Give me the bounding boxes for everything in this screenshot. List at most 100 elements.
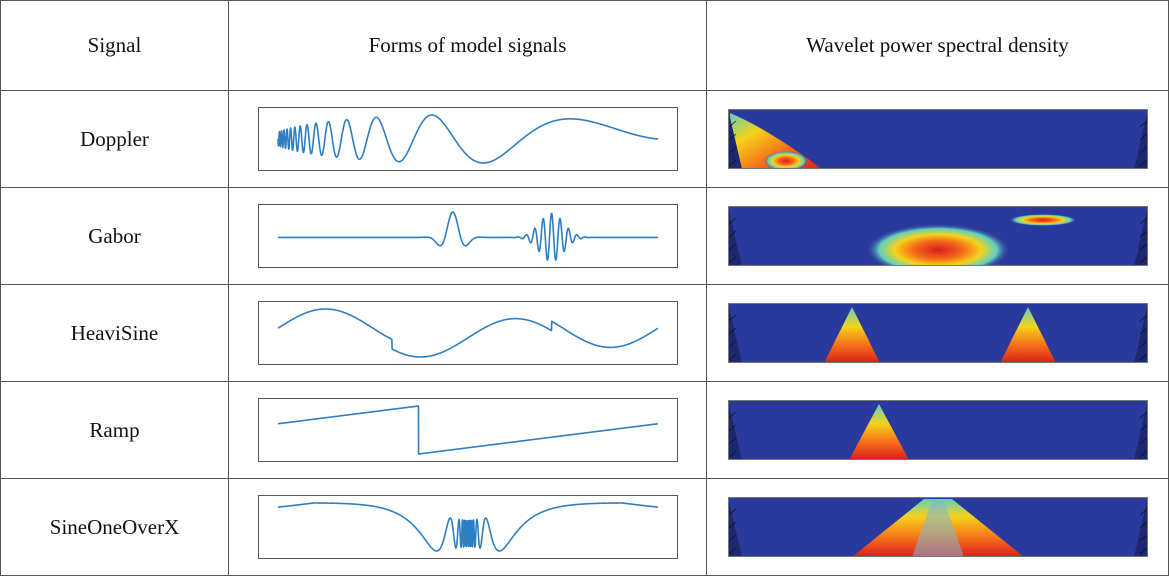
hatch-mark: [1139, 508, 1147, 516]
waveform-frame: [257, 204, 678, 268]
hatch-mark: [1139, 120, 1147, 128]
hatch-mark: [1139, 411, 1147, 419]
waveform-gabor: [257, 204, 678, 268]
hatch-mark: [1139, 146, 1147, 154]
spectrum-frame: [727, 303, 1148, 363]
signal-name: Ramp: [0, 381, 229, 479]
waveform-frame: [257, 107, 678, 171]
hatch-mark: [1139, 230, 1147, 238]
energy-peak: [763, 151, 808, 169]
hatch-mark: [728, 437, 736, 445]
waveform-cell: [228, 381, 707, 479]
hatch-mark: [728, 411, 736, 419]
hatch-mark: [1139, 521, 1147, 529]
waveform-ramp: [257, 398, 678, 462]
spectrum-frame: [727, 109, 1148, 169]
hatch-mark: [1139, 327, 1147, 335]
signal-name: SineOneOverX: [0, 478, 229, 576]
hatch-mark: [1139, 534, 1147, 542]
hatch-mark: [728, 256, 736, 264]
hatch-mark: [728, 508, 736, 516]
waveform-heavisine: [257, 301, 678, 365]
signal-line: [276, 405, 659, 455]
signal-line: [276, 502, 659, 552]
hatch-mark: [728, 120, 736, 128]
cone-of-influence-left: [727, 109, 742, 169]
discontinuity-cone-2: [999, 307, 1056, 363]
hatch-mark: [728, 450, 736, 458]
waveform-cell: [228, 187, 707, 285]
header-row: Signal Forms of model signals Wavelet po…: [0, 0, 1169, 91]
energy-peak-low-frequency: [865, 224, 1010, 266]
spectrum-frame: [727, 206, 1148, 266]
cone-of-influence-left: [727, 206, 742, 266]
hatch-mark: [728, 424, 736, 432]
spectrum-cell: [706, 90, 1169, 188]
spectrum-ramp: [727, 400, 1148, 460]
hatch-mark: [728, 230, 736, 238]
hatch-mark: [1139, 424, 1147, 432]
header-spectral: Wavelet power spectral density: [706, 0, 1169, 91]
table-row: SineOneOverX: [0, 478, 1169, 576]
spectrum-cell: [706, 284, 1169, 382]
hatch-mark: [728, 327, 736, 335]
header-forms: Forms of model signals: [228, 0, 707, 91]
waveform-frame: [257, 301, 678, 365]
table-row: HeaviSine: [0, 284, 1169, 382]
discontinuity-cone-1: [823, 307, 880, 363]
hatch-mark: [728, 243, 736, 251]
table-row: Ramp: [0, 381, 1169, 479]
hatch-mark: [728, 353, 736, 361]
table-row: Gabor: [0, 187, 1169, 285]
spectrum-cell: [706, 381, 1169, 479]
hatch-mark: [1139, 314, 1147, 322]
hatch-mark: [1139, 450, 1147, 458]
header-signal: Signal: [0, 0, 229, 91]
spectrum-background: [727, 400, 1148, 460]
hatch-mark: [728, 521, 736, 529]
spectrum-gabor: [727, 206, 1148, 266]
signal-line: [276, 211, 659, 261]
signal-name: Gabor: [0, 187, 229, 285]
hatch-mark: [728, 159, 736, 167]
hatch-mark: [1139, 437, 1147, 445]
cone-of-influence-left: [727, 400, 742, 460]
waveform-cell: [228, 90, 707, 188]
signal-name: Doppler: [0, 90, 229, 188]
hatch-mark: [1139, 217, 1147, 225]
hatch-mark: [728, 547, 736, 555]
energy-peak-high-frequency: [1008, 214, 1077, 226]
hatch-mark: [728, 217, 736, 225]
spectrum-frame: [727, 497, 1148, 557]
signal-line: [276, 308, 659, 358]
waveform-sineoneoverx: [257, 495, 678, 559]
hatch-mark: [728, 133, 736, 141]
cone-of-influence-left: [727, 497, 742, 557]
spectrum-heavisine: [727, 303, 1148, 363]
hatch-mark: [1139, 547, 1147, 555]
spectrum-cell: [706, 478, 1169, 576]
central-interference: [911, 501, 964, 557]
cone-of-influence-left: [727, 303, 742, 363]
spectrum-frame: [727, 400, 1148, 460]
spectrum-background: [727, 303, 1148, 363]
hatch-mark: [1139, 133, 1147, 141]
signal-line: [276, 114, 659, 164]
table-row: Doppler: [0, 90, 1169, 188]
spectrum-cell: [706, 187, 1169, 285]
hatch-mark: [1139, 256, 1147, 264]
waveform-cell: [228, 478, 707, 576]
signal-name: HeaviSine: [0, 284, 229, 382]
hatch-mark: [1139, 243, 1147, 251]
hatch-mark: [728, 314, 736, 322]
spectrum-doppler: [727, 109, 1148, 169]
hatch-mark: [728, 534, 736, 542]
waveform-doppler: [257, 107, 678, 171]
waveform-cell: [228, 284, 707, 382]
hatch-mark: [1139, 353, 1147, 361]
hatch-mark: [728, 146, 736, 154]
hatch-mark: [1139, 159, 1147, 167]
hatch-mark: [728, 340, 736, 348]
spectrum-sineoneoverx: [727, 497, 1148, 557]
